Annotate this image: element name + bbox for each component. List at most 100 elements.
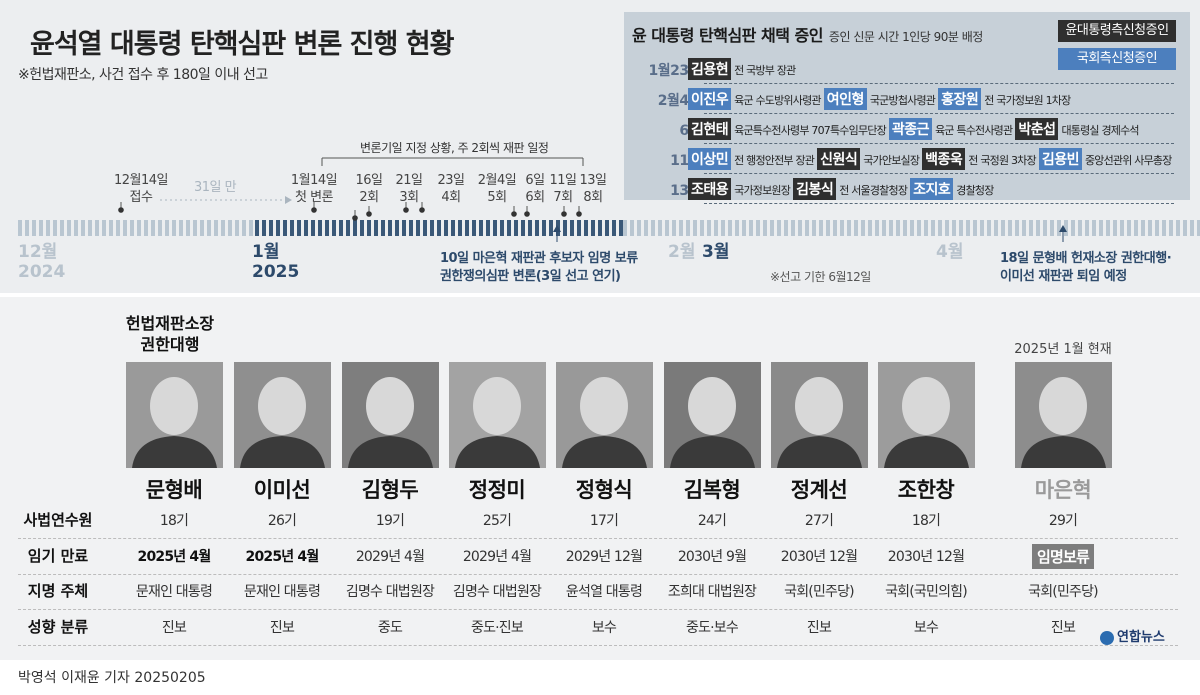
witness-role: 전 행정안전부 장관 <box>734 154 815 167</box>
timeline-event: 31일 만 <box>175 179 255 196</box>
witness-row: 1월23일 김용현 전 국방부 장관 <box>624 56 1184 86</box>
witness-row-divider <box>704 203 1174 204</box>
timeline-event: 23일 4회 <box>411 172 491 206</box>
witness-entry: 박춘섭 대통령실 경제수석 <box>1015 118 1140 140</box>
timeline-stripe <box>472 220 476 236</box>
timeline-event: 12월14일 접수 <box>101 172 181 206</box>
timeline-stripe <box>102 220 106 236</box>
timeline-stripe <box>742 220 746 236</box>
event-dot <box>311 207 317 213</box>
timeline-stripe <box>395 220 399 236</box>
event-date: 16일 <box>355 173 383 188</box>
timeline-stripe <box>158 220 162 236</box>
timeline-stripe <box>1169 220 1173 236</box>
person-silhouette-icon <box>348 377 433 468</box>
timeline-stripe <box>514 220 518 236</box>
justice-term: 2025년 4월 <box>245 549 320 565</box>
as-of-label: 2025년 1월 현재 <box>1014 342 1112 357</box>
timeline-bar <box>18 220 1200 236</box>
timeline-stripe <box>777 220 781 236</box>
witness-entry: 백종욱 전 국정원 3차장 <box>922 148 1037 170</box>
witness-role: 육군특수전사령부 707특수임무단장 <box>734 124 887 137</box>
witness-role: 경찰청장 <box>956 184 994 197</box>
timeline-stripe <box>353 220 357 236</box>
witness-name: 백종욱 <box>922 148 966 170</box>
timeline-stripe <box>665 220 669 236</box>
timeline-stripe <box>833 220 837 236</box>
justice-leaning: 중도·보수 <box>686 620 739 636</box>
justice-leaning: 보수 <box>913 620 939 636</box>
timeline-stripe <box>1085 220 1089 236</box>
timeline-stripe <box>53 220 57 236</box>
yonhap-logo: 연합뉴스 <box>1100 626 1165 645</box>
witness-entry: 이진우 육군 수도방위사령관 <box>688 88 822 110</box>
timeline-stripe <box>109 220 113 236</box>
timeline-stripe <box>297 220 301 236</box>
justice-term: 임명보류 <box>1009 544 1117 569</box>
witness-items: 이상민 전 행정안전부 장관 신원식 국가안보실장 백종욱 전 국정원 3차장 김용빈 중앙선… <box>688 148 1175 170</box>
timeline-stripe <box>854 220 858 236</box>
legend-assembly-side: 국회측신청증인 <box>1058 48 1176 70</box>
justice-class: 19기 <box>375 513 405 529</box>
timeline-stripe <box>1078 220 1082 236</box>
event-desc: 3회 <box>399 190 419 205</box>
timeline-stripe <box>875 220 879 236</box>
witness-role: 중앙선관위 사무총장 <box>1084 154 1172 167</box>
timeline-stripe <box>479 220 483 236</box>
timeline-stripe <box>430 220 434 236</box>
witness-entry: 김용빈 중앙선관위 사무총장 <box>1038 148 1172 170</box>
timeline-month: 1월 2025 <box>252 242 299 282</box>
timeline-stripe <box>721 220 725 236</box>
timeline-stripe <box>1043 220 1047 236</box>
justice-class: 17기 <box>589 513 619 529</box>
timeline-markers <box>118 157 1067 242</box>
timeline-stripe <box>1183 220 1187 236</box>
acting-chief-label: 헌법재판소장 권한대행 <box>110 313 230 355</box>
timeline-stripe <box>276 220 280 236</box>
event-dot <box>576 211 582 217</box>
witness-row: 13일 조태용 국가정보원장 김봉식 전 서울경찰청장 조지호 경찰청장 <box>624 176 1184 206</box>
witness-entry: 여인형 국군방첩사령관 <box>823 88 936 110</box>
timeline-stripe <box>714 220 718 236</box>
timeline-stripe <box>735 220 739 236</box>
timeline-stripe <box>1071 220 1075 236</box>
timeline-stripe <box>465 220 469 236</box>
timeline-stripe <box>493 220 497 236</box>
timeline-stripe <box>651 220 655 236</box>
timeline-stripe <box>1148 220 1152 236</box>
timeline-stripe <box>88 220 92 236</box>
justice-term: 2025년 4월 <box>137 549 212 565</box>
timeline-stripe <box>318 220 322 236</box>
justice-photo <box>664 362 761 468</box>
justice-class: 27기 <box>804 513 834 529</box>
timeline-stripe <box>332 220 336 236</box>
witness-role: 국가안보실장 <box>863 154 920 167</box>
timeline-stripe <box>910 220 914 236</box>
event-date: 23일 <box>437 173 465 188</box>
timeline-stripe <box>81 220 85 236</box>
timeline-stripe <box>1029 220 1033 236</box>
timeline-stripe <box>95 220 99 236</box>
timeline-stripe <box>1015 220 1019 236</box>
timeline-stripe <box>1134 220 1138 236</box>
row-separator <box>18 609 1178 610</box>
justice-leaning: 진보 <box>1050 620 1076 636</box>
witness-row-divider <box>704 113 1174 114</box>
justice-class: 29기 <box>1048 513 1078 529</box>
timeline-month: 4월 <box>936 242 963 262</box>
timeline-stripe <box>749 220 753 236</box>
witness-items: 김용현 전 국방부 장관 <box>688 58 798 80</box>
timeline-stripe <box>249 220 253 236</box>
apr18-note-line: 18일 문형배 헌재소장 권한대행· <box>1000 251 1172 266</box>
event-desc: 7회 <box>553 190 573 205</box>
event-dot <box>524 211 530 217</box>
timeline-stripe <box>137 220 141 236</box>
justice-leaning: 진보 <box>806 620 832 636</box>
timeline-stripe <box>1106 220 1110 236</box>
timeline-stripe <box>144 220 148 236</box>
timeline-stripe <box>598 220 602 236</box>
timeline-stripe <box>416 220 420 236</box>
event-dot <box>352 215 358 221</box>
timeline-stripe <box>959 220 963 236</box>
